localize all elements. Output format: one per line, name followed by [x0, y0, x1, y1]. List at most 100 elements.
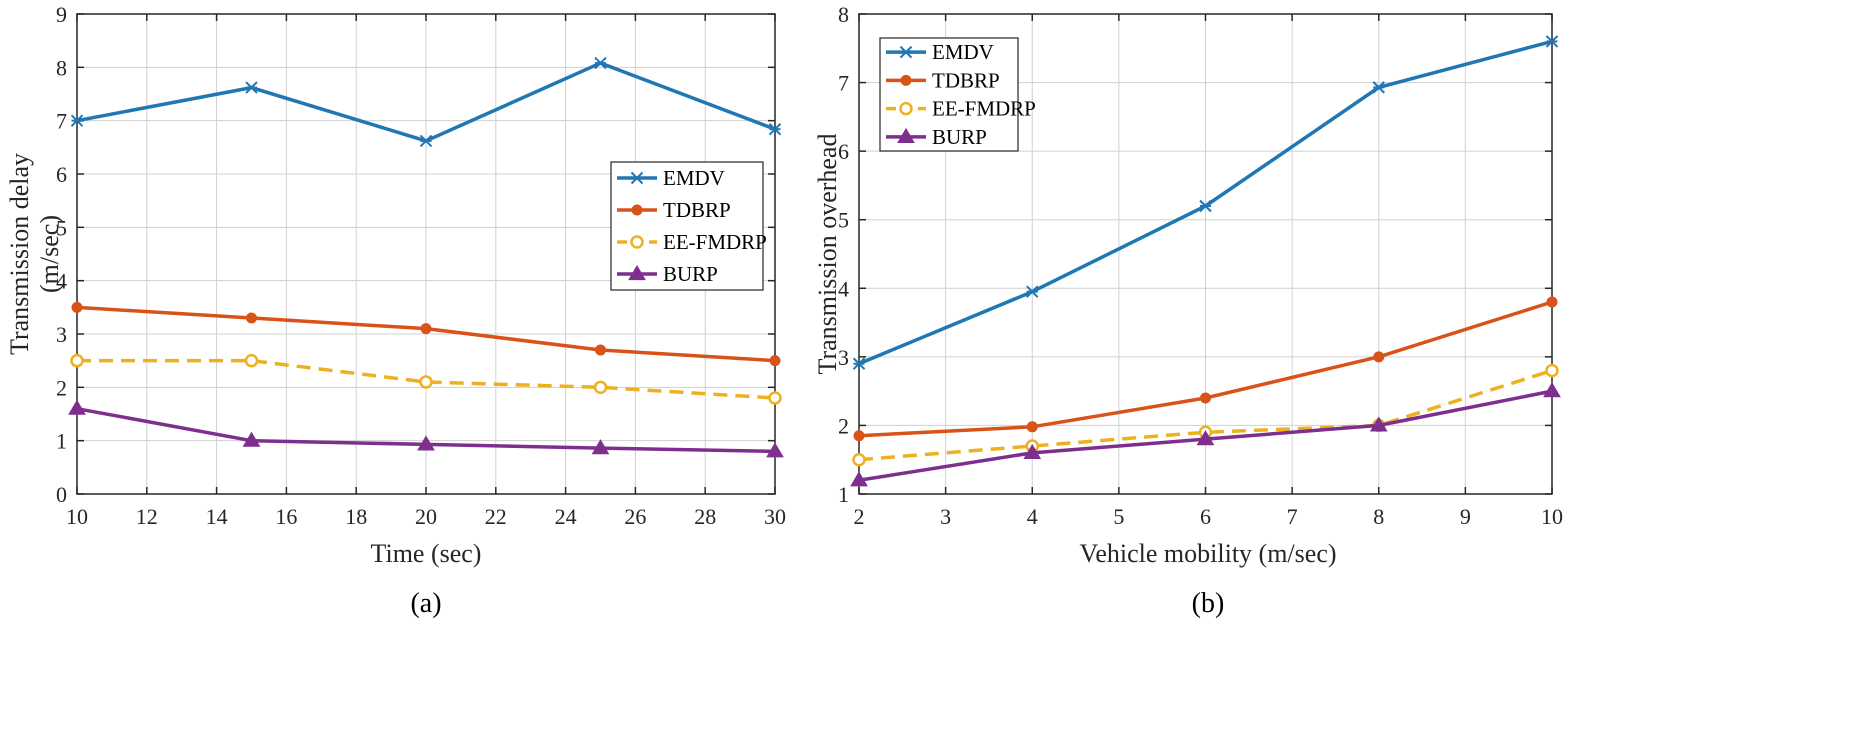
y-tick-label: 6 — [838, 139, 849, 164]
x-tick-label: 6 — [1200, 504, 1211, 529]
data-point — [852, 357, 866, 370]
data-point — [1543, 382, 1561, 398]
x-tick-label: 2 — [854, 504, 865, 529]
data-point — [595, 344, 606, 356]
data-point — [417, 435, 435, 451]
y-tick-label: 7 — [838, 71, 849, 96]
legend-label-emdv: EMDV — [663, 166, 725, 190]
data-point — [850, 471, 868, 487]
series-tdbrp — [853, 296, 1558, 442]
data-point — [1026, 421, 1038, 433]
y-tick-label: 5 — [56, 215, 67, 240]
legend-marker-ee-fmdrp — [899, 101, 913, 116]
legend-label-ee-fmdrp: EE-FMDRP — [663, 230, 767, 254]
legend: EMDV TDBRP EE-FMDRP BURP — [879, 37, 1036, 152]
data-point — [246, 312, 257, 324]
y-tick-label: 6 — [56, 162, 67, 187]
x-tick-label: 4 — [1027, 504, 1038, 529]
data-point — [1372, 81, 1385, 94]
data-point — [71, 301, 83, 313]
x-tick-label: 12 — [136, 504, 158, 529]
legend-marker-burp — [897, 127, 915, 143]
x-tick-label: 30 — [764, 504, 786, 529]
legend-box — [879, 37, 1019, 152]
y-tick-label: 7 — [56, 109, 67, 134]
legend-marker-tdbrp — [900, 74, 912, 86]
x-tick-label: 10 — [66, 504, 88, 529]
legend-marker-tdbrp — [631, 204, 643, 216]
x-tick-label: 10 — [1541, 504, 1563, 529]
series-emdv — [852, 35, 1559, 370]
x-tick-label: 7 — [1287, 504, 1298, 529]
x-tick-label: 18 — [345, 504, 367, 529]
data-point — [853, 430, 865, 442]
legend: EMDV TDBRP EE-FMDRP BURP — [610, 161, 767, 291]
legend-label-ee-fmdrp: EE-FMDRP — [932, 97, 1036, 121]
x-tick-label: 22 — [485, 504, 507, 529]
y-tick-label: 5 — [838, 208, 849, 233]
data-point — [594, 56, 607, 70]
data-point — [766, 442, 784, 458]
series-tdbrp — [71, 301, 781, 367]
data-point — [70, 114, 84, 127]
y-tick-label: 8 — [56, 55, 67, 80]
series-emdv — [70, 56, 782, 148]
x-tick-label: 3 — [940, 504, 951, 529]
data-point — [1546, 296, 1558, 308]
y-tick-label: 4 — [838, 276, 849, 301]
data-point — [70, 353, 84, 368]
x-tick-label: 16 — [275, 504, 297, 529]
data-point — [68, 399, 86, 415]
legend-marker-emdv — [630, 171, 644, 185]
legend-label-emdv: EMDV — [932, 40, 994, 64]
data-point — [244, 353, 259, 368]
data-point — [1026, 285, 1039, 298]
data-point — [245, 81, 258, 94]
data-point — [768, 391, 782, 405]
y-tick-label: 8 — [838, 2, 849, 27]
data-point — [768, 122, 782, 136]
data-point — [242, 431, 261, 447]
series-line — [858, 368, 1553, 462]
data-point — [1373, 351, 1385, 363]
x-axis-label: Vehicle mobility (m/sec) — [1079, 539, 1336, 568]
grid — [859, 14, 1552, 494]
x-tick-label: 9 — [1460, 504, 1471, 529]
y-tick-label: 3 — [838, 345, 849, 370]
y-tick-label: 3 — [56, 322, 67, 347]
x-tick-label: 5 — [1113, 504, 1124, 529]
series-ee-fmdrp — [70, 353, 782, 405]
x-tick-label: 8 — [1373, 504, 1384, 529]
legend-label-tdbrp: TDBRP — [932, 68, 1000, 92]
data-point — [1023, 443, 1042, 459]
legend-label-burp: BURP — [663, 262, 718, 286]
series-burp — [850, 382, 1561, 487]
y-tick-label: 4 — [56, 269, 67, 294]
figure-caption: (b) — [1192, 588, 1225, 619]
data-point — [852, 452, 866, 467]
y-axis-label: Transmission delay — [5, 153, 34, 355]
x-tick-label: 26 — [624, 504, 646, 529]
figure-caption: (a) — [410, 588, 441, 619]
data-point — [593, 380, 608, 395]
data-point — [1369, 416, 1388, 432]
legend-marker-burp — [628, 265, 646, 281]
legend-label-tdbrp: TDBRP — [663, 198, 731, 222]
y-tick-label: 1 — [56, 429, 67, 454]
legend-label-burp: BURP — [932, 125, 987, 149]
x-tick-label: 14 — [206, 504, 228, 529]
y-tick-label: 2 — [56, 375, 67, 400]
data-point — [1545, 35, 1559, 48]
series-burp — [68, 399, 784, 458]
data-point — [1545, 363, 1559, 378]
x-tick-label: 24 — [555, 504, 577, 529]
y-tick-label: 9 — [56, 2, 67, 27]
legend-marker-emdv — [899, 45, 913, 59]
series-line — [77, 358, 776, 400]
data-point — [769, 355, 781, 367]
x-tick-label: 28 — [694, 504, 716, 529]
